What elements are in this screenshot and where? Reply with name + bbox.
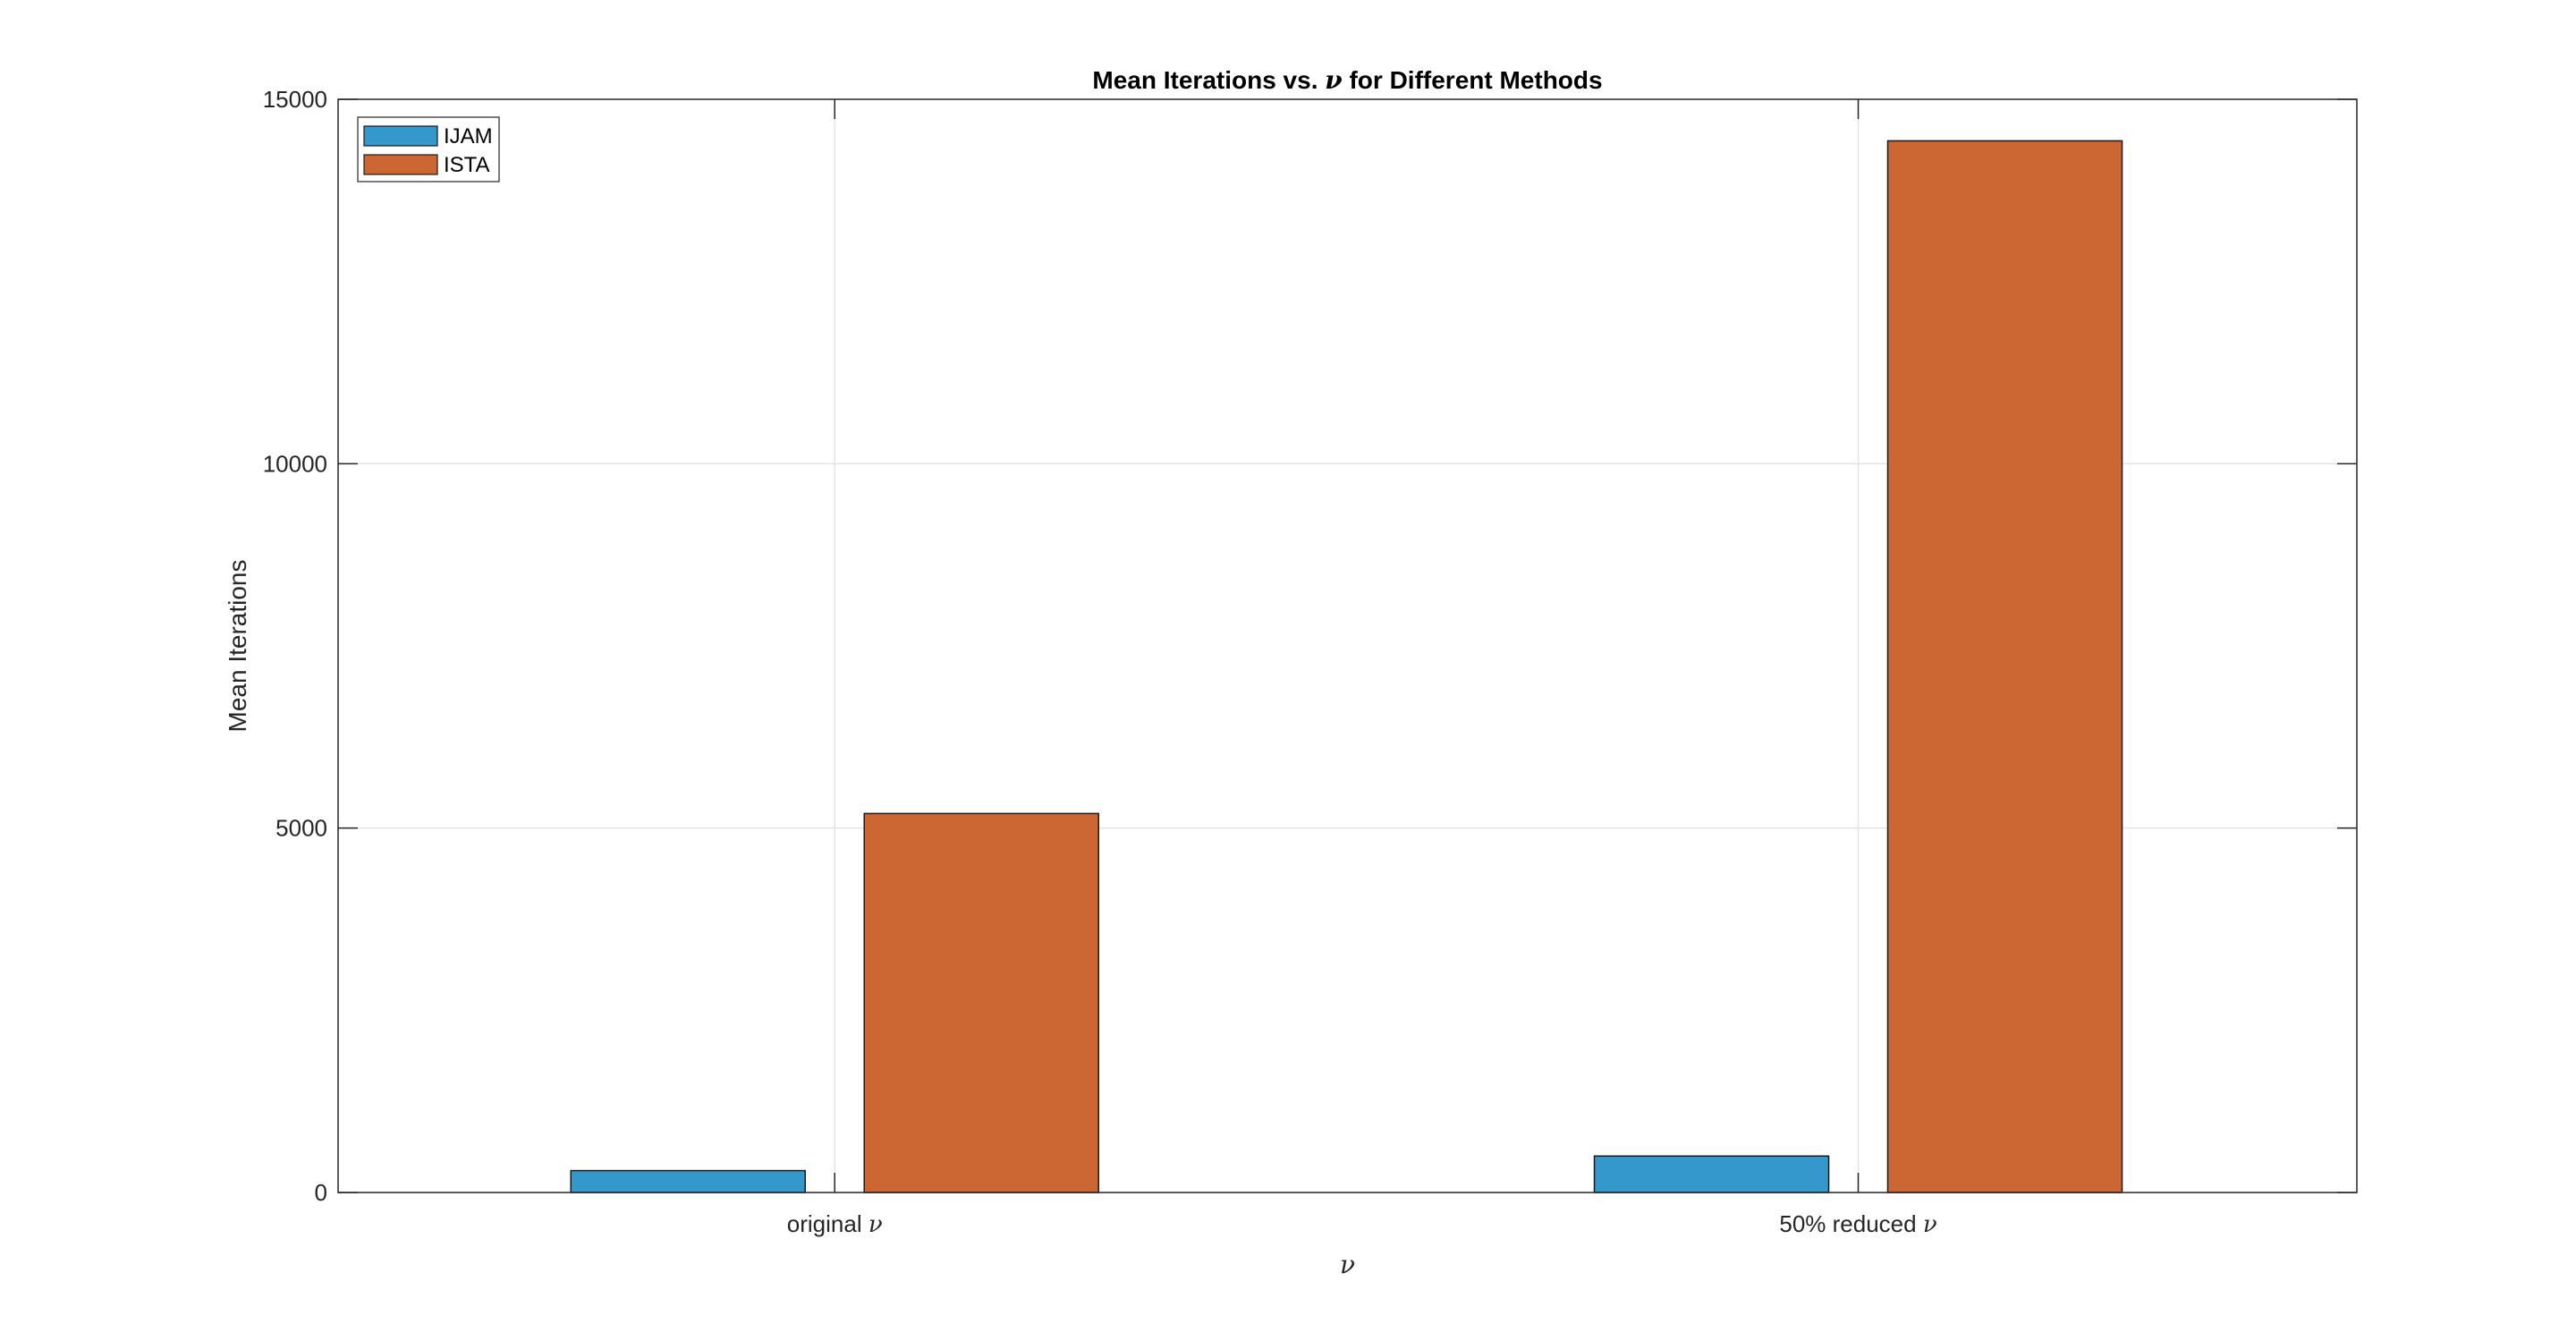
x-tick-label: 50% reduced ν (1779, 1210, 1936, 1238)
plot-area-frame (337, 98, 2358, 1193)
y-tick-label: 5000 (275, 815, 327, 842)
tick-marks (338, 98, 2357, 1193)
y-tick-labels: 0 5000 10000 15000 (263, 86, 327, 1206)
bar-ista-original (863, 812, 1099, 1193)
legend: IJAM ISTA (357, 116, 500, 182)
y-axis-label: Mean Iterations (224, 560, 251, 733)
chart-title: Mean Iterations vs. ν for Different Meth… (1092, 65, 1602, 95)
x-tick-label: original ν (787, 1210, 883, 1238)
bars (570, 140, 2123, 1193)
legend-swatch-ista (363, 154, 438, 175)
y-tick-label: 10000 (263, 450, 327, 477)
x-tick-labels: original ν 50% reduced ν (787, 1210, 1937, 1238)
bar-ijam-original (570, 1169, 806, 1193)
y-tick-label: 0 (315, 1179, 327, 1206)
legend-label-ijam: IJAM (444, 124, 493, 149)
y-tick-label: 15000 (263, 86, 327, 113)
legend-label-ista: ISTA (444, 153, 490, 177)
legend-swatch-ijam (363, 125, 438, 147)
bar-ijam-reduced (1593, 1155, 1830, 1193)
x-axis-label: ν (1340, 1250, 1355, 1279)
bar-ista-reduced (1886, 140, 2123, 1193)
